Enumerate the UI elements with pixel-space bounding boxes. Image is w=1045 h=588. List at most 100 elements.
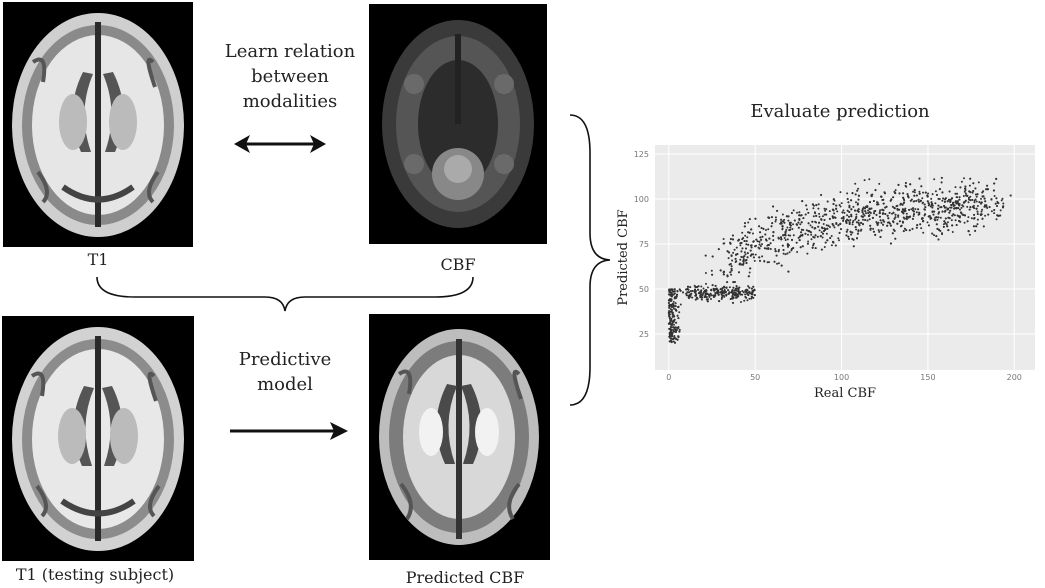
scatter-point [708, 294, 711, 297]
scatter-point [758, 247, 761, 250]
scatter-point [854, 226, 857, 229]
learn-relation-text: Learn relation between modalities [200, 39, 380, 114]
scatter-point [733, 248, 736, 251]
scatter-point [838, 204, 841, 206]
scatter-point [791, 238, 793, 241]
scatter-point [958, 198, 961, 201]
scatter-point [767, 244, 770, 246]
scatter-point [999, 214, 1002, 217]
scatter-point [672, 305, 675, 308]
scatter-point [959, 208, 961, 211]
scatter-point [725, 293, 728, 296]
scatter-point [973, 213, 976, 216]
scatter-point [964, 214, 966, 217]
scatter-point [944, 222, 947, 224]
x-tick-label: 50 [750, 373, 760, 382]
scatter-point [781, 220, 784, 223]
scatter-point [934, 190, 937, 193]
scatter-point [873, 212, 875, 215]
scatter-point [748, 231, 751, 234]
scatter-point [728, 291, 731, 294]
scatter-point [897, 215, 900, 218]
scatter-point [939, 216, 942, 219]
scatter-point [861, 209, 864, 212]
scatter-point [811, 203, 814, 206]
scatter-point [739, 258, 742, 261]
scatter-point [811, 226, 814, 229]
scatter-point [975, 225, 978, 228]
scatter-point [946, 200, 949, 203]
scatter-point [723, 242, 726, 245]
scatter-point [687, 288, 690, 291]
scatter-point [673, 292, 676, 295]
scatter-point [787, 270, 790, 273]
scatter-chart: 0 50 100 150 200 25 50 75 100 125 Real CBF Predicte… [616, 145, 1035, 400]
scatter-point [695, 296, 698, 299]
scatter-point [744, 293, 747, 296]
scatter-point [831, 223, 834, 225]
scatter-point [985, 188, 988, 191]
scatter-point [864, 219, 867, 221]
scatter-point [948, 190, 951, 193]
scatter-point [714, 284, 717, 287]
scatter-point [669, 339, 672, 342]
scatter-point [937, 228, 940, 231]
scatter-point [947, 229, 950, 232]
scatter-point [850, 199, 853, 202]
scatter-point [735, 285, 738, 288]
scatter-point [823, 213, 826, 216]
scatter-point [912, 207, 915, 210]
scatter-point [812, 242, 815, 245]
scatter-point [940, 176, 943, 179]
scatter-point [822, 232, 824, 235]
scatter-point [779, 222, 782, 225]
scatter-point [676, 290, 679, 293]
scatter-point [955, 224, 958, 226]
scatter-point [966, 220, 969, 223]
scatter-point [977, 181, 980, 184]
scatter-point [802, 217, 805, 220]
scatter-point [750, 297, 753, 300]
scatter-point [868, 211, 871, 214]
scatter-point [960, 180, 963, 183]
scatter-point [851, 221, 854, 224]
scatter-point [792, 234, 795, 237]
scatter-point [706, 300, 709, 303]
scatter-point [668, 288, 671, 291]
scatter-point [883, 191, 886, 194]
scatter-point [937, 204, 940, 207]
scatter-point [984, 200, 987, 203]
scatter-point [944, 217, 947, 220]
scatter-point [804, 213, 807, 216]
scatter-point [842, 216, 845, 218]
scatter-point [835, 204, 838, 207]
scatter-point [961, 204, 964, 207]
scatter-point [972, 206, 975, 209]
scatter-point [797, 221, 800, 224]
scatter-point [887, 221, 890, 224]
scatter-point [928, 203, 931, 206]
scatter-point [865, 212, 867, 215]
scatter-point [669, 288, 672, 291]
scatter-point [957, 207, 960, 210]
scatter-point [777, 250, 780, 253]
scatter-point [745, 243, 748, 246]
scatter-point [801, 245, 804, 248]
scatter-point [726, 250, 729, 253]
scatter-point [931, 203, 933, 206]
scatter-point [801, 200, 804, 203]
scatter-point [919, 199, 922, 202]
scatter-point [732, 293, 734, 296]
scatter-point [705, 282, 707, 285]
scatter-point [774, 220, 777, 223]
scatter-point [835, 207, 838, 210]
scatter-point [710, 288, 713, 291]
scatter-point [804, 232, 807, 235]
scatter-point [949, 200, 952, 203]
scatter-point [983, 197, 986, 200]
scatter-point [825, 208, 828, 211]
scatter-point [791, 228, 794, 230]
double-headed-arrow-icon [234, 135, 326, 153]
scatter-point [824, 209, 827, 212]
scatter-point [907, 195, 910, 198]
